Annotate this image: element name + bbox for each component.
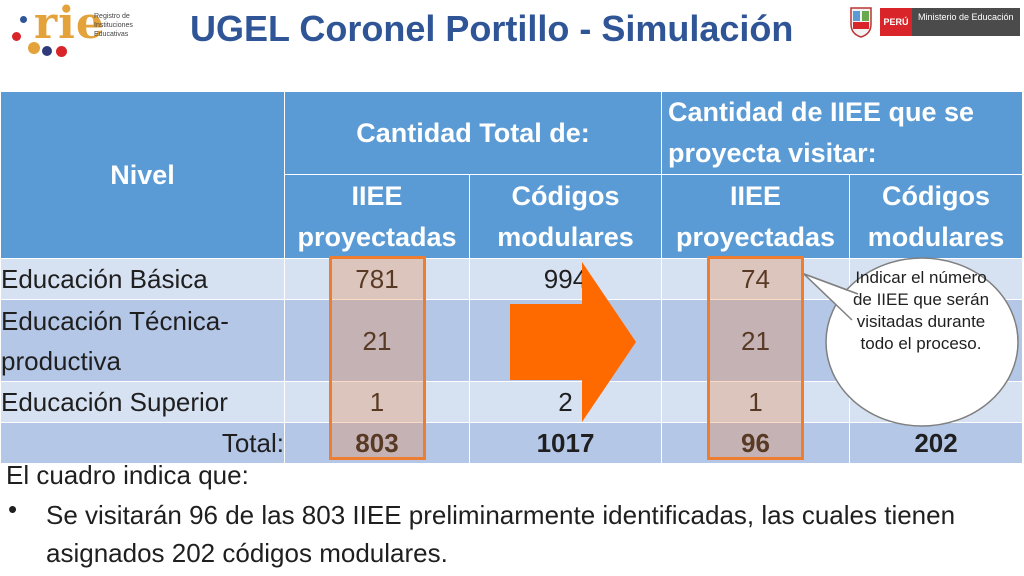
rie-logo-caption: Registro de Instituciones Educativas — [94, 13, 133, 38]
right-arrow-icon — [510, 262, 636, 422]
callout-text: Indicar el número de IIEE que serán visi… — [852, 268, 990, 353]
logo-dot-red2 — [56, 46, 67, 57]
rie-logo-word: rie — [34, 0, 105, 49]
logo-dot-blue — [20, 16, 27, 23]
total-label: Total: — [0, 422, 285, 464]
ministry-label: Ministerio de Educación — [912, 8, 1020, 36]
row-visit-iiee: 21 — [661, 299, 850, 382]
row-total-iiee: 21 — [284, 299, 470, 382]
total-visit-iiee: 96 — [661, 422, 850, 464]
total-visit-codigos: 202 — [848, 422, 1024, 464]
header-total-iiee: IIEE proyectadas — [284, 174, 470, 259]
logo-dot-navy — [42, 46, 52, 56]
bullet-text: Se visitarán 96 de las 803 IIEE prelimin… — [46, 500, 956, 568]
header-visit-codigos: Códigos modulares — [848, 174, 1024, 259]
peru-shield-icon — [850, 7, 872, 38]
highlight-total-iiee — [329, 256, 426, 460]
header-nivel: Nivel — [0, 91, 285, 259]
row-nivel: Educación Superior — [0, 381, 285, 423]
rie-logo: rie Registro de Instituciones Educativas — [6, 0, 136, 64]
logo-dot-orange — [28, 42, 40, 54]
notes-intro: El cuadro indica que: — [6, 460, 249, 490]
total-codigos: 1017 — [469, 422, 662, 464]
row-visit-iiee: 74 — [661, 258, 850, 300]
peru-label: PERÚ — [880, 8, 912, 36]
table-header-row-1: Nivel Cantidad Total de: Cantidad de IIE… — [0, 91, 1024, 259]
page-title: UGEL Coronel Portillo - Simulación — [190, 8, 794, 49]
row-total-iiee: 1 — [284, 381, 470, 423]
speech-bubble — [803, 257, 1019, 427]
bullet-icon: • — [8, 494, 18, 524]
header-visit-iiee: IIEE proyectadas — [661, 174, 850, 259]
table-header-row-2: IIEE proyectadas Códigos modulares IIEE … — [1, 174, 1024, 259]
logo-dot-red — [12, 32, 21, 41]
row-nivel: Educación Básica — [0, 258, 285, 300]
header-cantidad-total: Cantidad Total de: — [284, 91, 662, 175]
highlight-visit-iiee — [707, 256, 804, 460]
row-nivel: Educación Técnica-productiva — [0, 299, 285, 382]
row-total-codigos: 994 — [469, 258, 662, 300]
minedu-logo: PERÚ Ministerio de Educación — [846, 4, 1022, 38]
row-total-iiee: 781 — [284, 258, 470, 300]
header-cantidad-visitar: Cantidad de IIEE que se proyecta visitar… — [660, 91, 1024, 175]
row-visit-iiee: 1 — [661, 381, 850, 423]
header-total-codigos: Códigos modulares — [469, 174, 662, 259]
